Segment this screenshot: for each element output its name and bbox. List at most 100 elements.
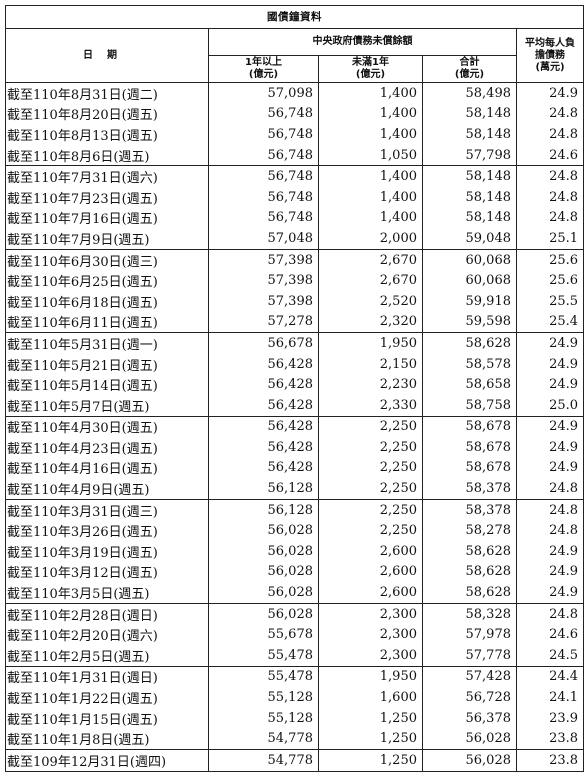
over-one-year-cell: 56,748 [208, 165, 319, 187]
total-cell: 58,378 [422, 478, 517, 500]
table-row: 截至110年1月15日(週五) 55,128 1,250 56,378 23.9 [5, 707, 585, 729]
table-row: 截至110年7月16日(週五) 56,748 1,400 58,148 24.8 [5, 207, 585, 229]
total-cell: 60,068 [422, 270, 517, 291]
table-row: 截至110年2月20日(週六) 55,678 2,300 57,978 24.6 [5, 624, 585, 646]
date-cell: 截至110年6月11日(週五) [5, 311, 209, 333]
table-row: 截至110年7月31日(週六) 56,748 1,400 58,148 24.8 [5, 165, 585, 187]
under-one-year-cell: 1,400 [318, 186, 423, 208]
date-cell: 截至110年1月8日(週五) [5, 728, 209, 750]
over-one-year-cell: 56,028 [208, 582, 319, 604]
under-one-year-label: 未滿1年 [352, 57, 389, 68]
per-capita-cell: 24.9 [515, 437, 585, 458]
per-capita-cell: 24.9 [515, 561, 585, 583]
per-capita-cell: 24.9 [515, 457, 585, 479]
under-one-year-cell: 2,600 [318, 582, 423, 604]
per-capita-cell: 24.6 [515, 624, 585, 646]
over-one-year-cell: 55,128 [208, 687, 319, 708]
total-cell: 58,148 [422, 207, 517, 229]
table-row: 截至110年8月13日(週五) 56,748 1,400 58,148 24.8 [5, 124, 585, 145]
total-cell: 59,918 [422, 290, 517, 312]
under-one-year-cell: 1,400 [318, 165, 423, 187]
under-one-year-cell: 2,330 [318, 394, 423, 416]
total-cell: 56,728 [422, 687, 517, 708]
table-row: 截至110年3月12日(週五) 56,028 2,600 58,628 24.9 [5, 561, 585, 583]
total-cell: 57,778 [422, 645, 517, 667]
under-one-year-cell: 1,400 [318, 103, 423, 125]
total-cell: 56,028 [422, 728, 517, 750]
under-one-year-cell: 2,250 [318, 415, 423, 438]
over-one-year-cell: 55,678 [208, 624, 319, 646]
over-one-year-cell: 56,428 [208, 353, 319, 375]
total-cell: 57,428 [422, 665, 517, 688]
table-row: 截至110年4月9日(週五) 56,128 2,250 58,378 24.8 [5, 478, 585, 500]
date-cell: 截至110年5月14日(週五) [5, 374, 209, 395]
over-one-year-cell: 54,778 [208, 749, 319, 772]
per-capita-cell: 23.8 [515, 749, 585, 772]
date-cell: 截至110年3月12日(週五) [5, 561, 209, 583]
total-cell: 56,028 [422, 749, 517, 772]
table-row: 截至110年6月30日(週三) 57,398 2,670 60,068 25.6 [5, 248, 585, 271]
over-one-year-cell: 55,478 [208, 645, 319, 667]
over-one-year-cell: 56,428 [208, 415, 319, 438]
per-capita-cell: 24.4 [515, 665, 585, 688]
per-capita-cell: 24.9 [515, 353, 585, 375]
date-cell: 截至110年5月21日(週五) [5, 353, 209, 375]
under-one-year-cell: 2,000 [318, 228, 423, 250]
table-row: 截至110年5月21日(週五) 56,428 2,150 58,578 24.9 [5, 353, 585, 375]
over-one-year-cell: 56,748 [208, 103, 319, 125]
total-cell: 58,678 [422, 415, 517, 438]
date-cell: 截至110年4月23日(週五) [5, 437, 209, 458]
per-capita-cell: 24.6 [515, 144, 585, 166]
date-cell: 截至110年7月31日(週六) [5, 165, 209, 187]
over-one-year-cell: 56,428 [208, 457, 319, 479]
under-one-year-cell: 1,950 [318, 332, 423, 354]
over-one-year-cell: 56,028 [208, 520, 319, 542]
table-row: 截至110年1月8日(週五) 54,778 1,250 56,028 23.8 [5, 728, 585, 750]
date-cell: 截至110年7月9日(週五) [5, 228, 209, 250]
over-one-year-cell: 57,398 [208, 270, 319, 291]
table-row: 截至110年6月18日(週五) 57,398 2,520 59,918 25.5 [5, 290, 585, 312]
date-cell: 截至110年3月19日(週五) [5, 541, 209, 562]
total-cell: 58,628 [422, 541, 517, 562]
under-one-year-cell: 2,600 [318, 561, 423, 583]
over-one-year-header: 1年以上 (億元) [208, 55, 319, 83]
date-cell: 截至110年5月7日(週五) [5, 394, 209, 416]
over-one-year-cell: 55,128 [208, 707, 319, 729]
over-one-year-cell: 57,278 [208, 311, 319, 333]
under-one-year-cell: 2,670 [318, 248, 423, 271]
per-capita-cell: 24.9 [515, 541, 585, 562]
over-one-year-cell: 56,428 [208, 394, 319, 416]
under-one-year-header: 未滿1年 (億元) [318, 55, 423, 83]
per-capita-cell: 24.8 [515, 124, 585, 145]
total-cell: 58,148 [422, 165, 517, 187]
under-one-year-cell: 2,250 [318, 498, 423, 521]
table-row: 截至110年5月7日(週五) 56,428 2,330 58,758 25.0 [5, 394, 585, 416]
total-cell: 58,678 [422, 457, 517, 479]
total-cell: 58,148 [422, 186, 517, 208]
under-one-year-cell: 2,300 [318, 645, 423, 667]
total-cell: 58,378 [422, 498, 517, 521]
date-cell: 截至110年2月5日(週五) [5, 645, 209, 667]
under-one-year-cell: 2,600 [318, 541, 423, 562]
per-capita-cell: 23.9 [515, 707, 585, 729]
under-one-year-cell: 1,250 [318, 707, 423, 729]
date-cell: 截至110年4月16日(週五) [5, 457, 209, 479]
total-label: 合計 [459, 57, 480, 68]
date-cell: 截至110年7月16日(週五) [5, 207, 209, 229]
under-one-year-unit: (億元) [355, 69, 386, 80]
per-capita-cell: 25.6 [515, 248, 585, 271]
total-cell: 58,148 [422, 124, 517, 145]
per-capita-cell: 24.9 [515, 374, 585, 395]
date-cell: 截至110年7月23日(週五) [5, 186, 209, 208]
table-row: 截至110年7月9日(週五) 57,048 2,000 59,048 25.1 [5, 228, 585, 250]
over-one-year-cell: 56,748 [208, 207, 319, 229]
per-capita-header-label: 平均每人負擔債務 [525, 37, 576, 61]
per-capita-cell: 24.9 [515, 332, 585, 354]
date-cell: 截至110年1月31日(週日) [5, 665, 209, 688]
under-one-year-cell: 2,250 [318, 478, 423, 500]
table-row: 截至110年4月23日(週五) 56,428 2,250 58,678 24.9 [5, 437, 585, 458]
table-row: 截至110年5月31日(週一) 56,678 1,950 58,628 24.9 [5, 332, 585, 354]
per-capita-cell: 24.8 [515, 602, 585, 625]
under-one-year-cell: 2,150 [318, 353, 423, 375]
total-cell: 58,628 [422, 332, 517, 354]
